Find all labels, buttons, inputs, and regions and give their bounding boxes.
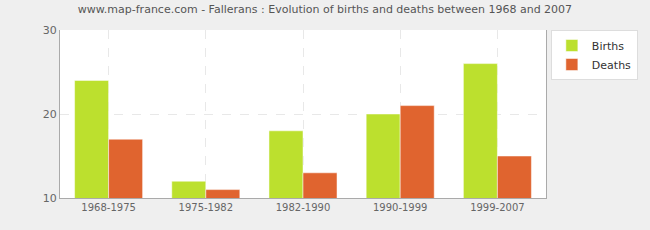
svg-text:10: 10 (43, 192, 57, 205)
svg-text:30: 30 (43, 24, 57, 37)
svg-text:1968-1975: 1968-1975 (81, 202, 136, 213)
svg-text:Births: Births (592, 40, 624, 53)
svg-text:20: 20 (43, 108, 57, 121)
svg-text:1975-1982: 1975-1982 (179, 202, 234, 213)
svg-text:1999-2007: 1999-2007 (470, 202, 525, 213)
svg-text:www.map-france.com - Fallerans: www.map-france.com - Fallerans : Evoluti… (78, 3, 572, 16)
svg-text:Deaths: Deaths (592, 59, 631, 72)
svg-text:1982-1990: 1982-1990 (276, 202, 331, 213)
svg-text:1990-1999: 1990-1999 (373, 202, 428, 213)
